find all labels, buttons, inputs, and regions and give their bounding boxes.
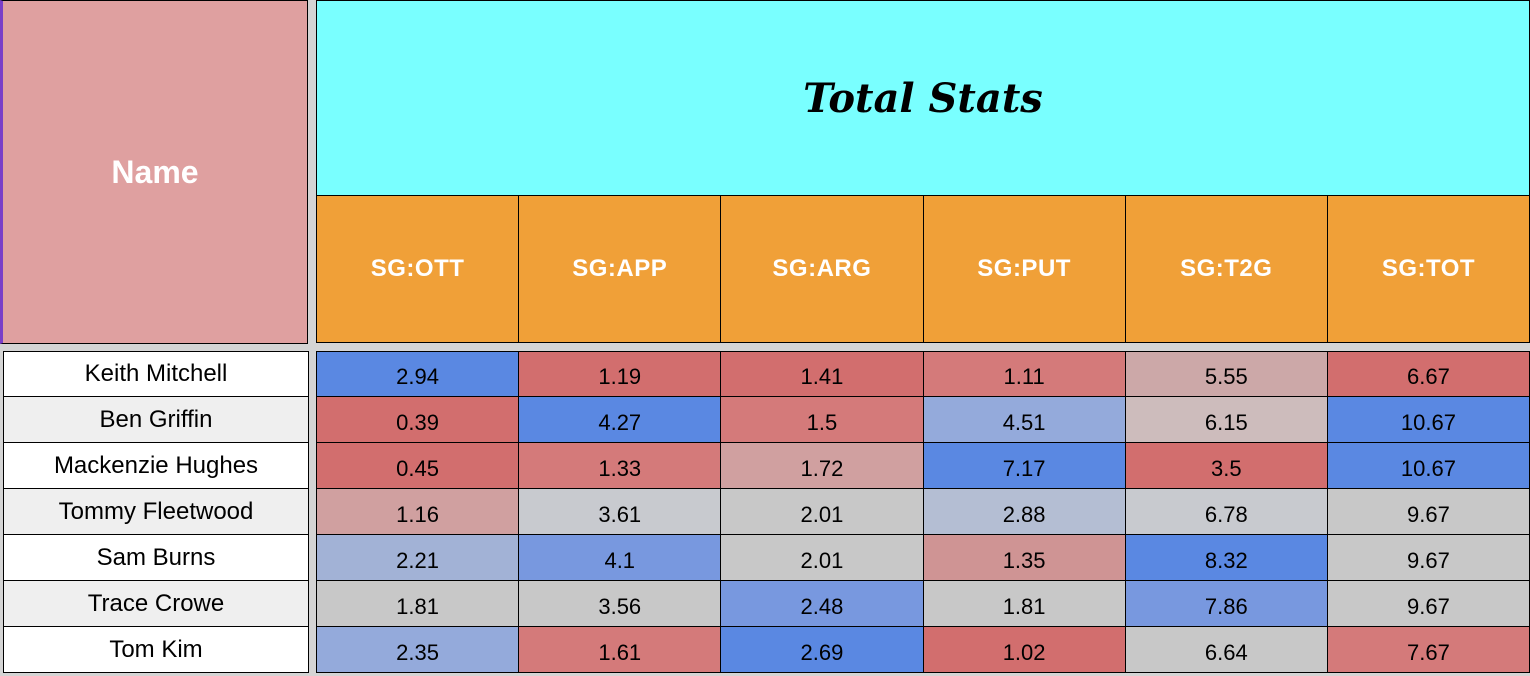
name-header-label: Name xyxy=(111,153,199,190)
stat-cell[interactable]: 1.11 xyxy=(922,352,1125,396)
stat-cell[interactable]: 1.61 xyxy=(518,627,721,672)
stat-cell[interactable]: 2.94 xyxy=(316,352,519,396)
stat-cell[interactable]: 1.81 xyxy=(922,581,1125,626)
player-name-cell[interactable]: Tommy Fleetwood xyxy=(3,489,309,535)
stat-cell[interactable]: 1.35 xyxy=(922,535,1125,580)
stat-cell[interactable]: 2.88 xyxy=(922,489,1125,534)
stat-cell[interactable]: 2.01 xyxy=(720,535,923,580)
stat-cell[interactable]: 10.67 xyxy=(1326,397,1530,442)
stat-cell[interactable]: 8.32 xyxy=(1124,535,1327,580)
stat-cell[interactable]: 1.72 xyxy=(720,443,923,488)
stat-cell[interactable]: 5.55 xyxy=(1124,352,1327,396)
stat-cell[interactable]: 1.41 xyxy=(720,352,923,396)
stats-grid: 2.94 1.19 1.41 1.11 5.55 6.67 0.39 4.27 1.5 4.51 6… xyxy=(316,351,1530,676)
player-name-cell[interactable]: Sam Burns xyxy=(3,535,309,581)
stat-cell[interactable]: 2.35 xyxy=(316,627,519,672)
stat-cell[interactable]: 7.17 xyxy=(922,443,1125,488)
table-row: 1.16 3.61 2.01 2.88 6.78 9.67 xyxy=(316,489,1530,535)
table-row: 0.39 4.27 1.5 4.51 6.15 10.67 xyxy=(316,397,1530,443)
column-header-sg-t2g[interactable]: SG:T2G xyxy=(1124,196,1327,342)
stat-cell[interactable]: 1.81 xyxy=(316,581,519,626)
stat-cell[interactable]: 7.67 xyxy=(1326,627,1530,672)
stat-cell[interactable]: 4.1 xyxy=(518,535,721,580)
stat-cell[interactable]: 6.78 xyxy=(1124,489,1327,534)
stat-cell[interactable]: 2.01 xyxy=(720,489,923,534)
table-row: 2.35 1.61 2.69 1.02 6.64 7.67 xyxy=(316,627,1530,673)
player-name-cell[interactable]: Tom Kim xyxy=(3,627,309,673)
stat-cell[interactable]: 0.45 xyxy=(316,443,519,488)
player-name-cell[interactable]: Keith Mitchell xyxy=(3,351,309,397)
stat-cell[interactable]: 9.67 xyxy=(1326,535,1530,580)
stat-cell[interactable]: 1.19 xyxy=(518,352,721,396)
column-header-sg-put[interactable]: SG:PUT xyxy=(922,196,1125,342)
stat-cell[interactable]: 2.69 xyxy=(720,627,923,672)
column-header-sg-app[interactable]: SG:APP xyxy=(518,196,721,342)
column-header-sg-ott[interactable]: SG:OTT xyxy=(316,196,519,342)
stat-cell[interactable]: 1.33 xyxy=(518,443,721,488)
table-row: 1.81 3.56 2.48 1.81 7.86 9.67 xyxy=(316,581,1530,627)
column-header-sg-arg[interactable]: SG:ARG xyxy=(720,196,923,342)
stat-cell[interactable]: 9.67 xyxy=(1326,489,1530,534)
stat-cell[interactable]: 2.48 xyxy=(720,581,923,626)
column-header-sg-tot[interactable]: SG:TOT xyxy=(1326,196,1530,342)
name-column-header[interactable]: Name xyxy=(0,0,308,344)
player-name-cell[interactable]: Trace Crowe xyxy=(3,581,309,627)
stat-cell[interactable]: 7.86 xyxy=(1124,581,1327,626)
stat-cell[interactable]: 0.39 xyxy=(316,397,519,442)
stat-cell[interactable]: 6.64 xyxy=(1124,627,1327,672)
table-row: 2.94 1.19 1.41 1.11 5.55 6.67 xyxy=(316,351,1530,397)
stat-cell[interactable]: 3.61 xyxy=(518,489,721,534)
stat-cell[interactable]: 3.5 xyxy=(1124,443,1327,488)
stat-cell[interactable]: 6.67 xyxy=(1326,352,1530,396)
stat-cell[interactable]: 9.67 xyxy=(1326,581,1530,626)
stat-cell[interactable]: 4.51 xyxy=(922,397,1125,442)
stat-cell[interactable]: 3.56 xyxy=(518,581,721,626)
total-stats-title[interactable]: Total Stats xyxy=(316,0,1530,195)
table-row: 0.45 1.33 1.72 7.17 3.5 10.67 xyxy=(316,443,1530,489)
title-label: Total Stats xyxy=(803,74,1043,122)
stat-cell[interactable]: 4.27 xyxy=(518,397,721,442)
player-name-cell[interactable]: Ben Griffin xyxy=(3,397,309,443)
table-row: 2.21 4.1 2.01 1.35 8.32 9.67 xyxy=(316,535,1530,581)
stat-cell[interactable]: 6.15 xyxy=(1124,397,1327,442)
column-headers: SG:OTT SG:APP SG:ARG SG:PUT SG:T2G SG:TOT xyxy=(316,195,1530,343)
stat-cell[interactable]: 1.5 xyxy=(720,397,923,442)
stat-cell[interactable]: 1.02 xyxy=(922,627,1125,672)
player-name-column: Keith Mitchell Ben Griffin Mackenzie Hughe… xyxy=(3,351,309,676)
stat-cell[interactable]: 2.21 xyxy=(316,535,519,580)
player-name-cell[interactable]: Mackenzie Hughes xyxy=(3,443,309,489)
stat-cell[interactable]: 10.67 xyxy=(1326,443,1530,488)
stat-cell[interactable]: 1.16 xyxy=(316,489,519,534)
